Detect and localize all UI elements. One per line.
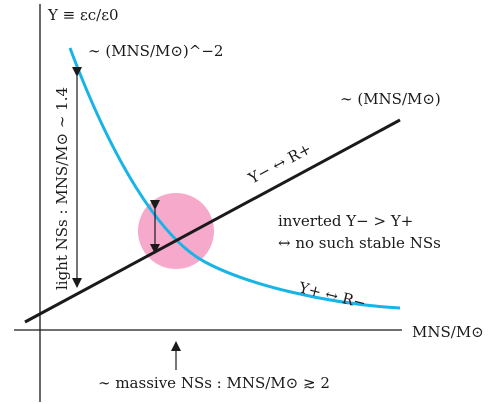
inverted-label-line1: inverted Y− > Y+: [278, 212, 413, 230]
line-annotation: Y− ↔ R+: [245, 140, 315, 188]
massive-ns-label: ∼ massive NSs : MNS/M⊙ ≳ 2: [98, 374, 330, 392]
inversion-region-circle: [138, 193, 214, 269]
steep-curve-label: ∼ (MNS/M⊙)^−2: [88, 42, 223, 60]
light-ns-label: light NSs : MNS/M⊙ ∼ 1.4: [53, 87, 71, 290]
linear-line-label: ∼ (MNS/M⊙): [340, 90, 441, 108]
inverted-label-line2: ↔ no such stable NSs: [278, 234, 441, 252]
linear-line: [24, 118, 401, 324]
x-axis-label: MNS/M⊙: [412, 323, 484, 341]
curve-annotation: Y+ ↔ R−: [296, 278, 368, 312]
steep-curve: [68, 47, 401, 310]
y-axis-label: Y ≡ εc/ε0: [47, 6, 119, 24]
